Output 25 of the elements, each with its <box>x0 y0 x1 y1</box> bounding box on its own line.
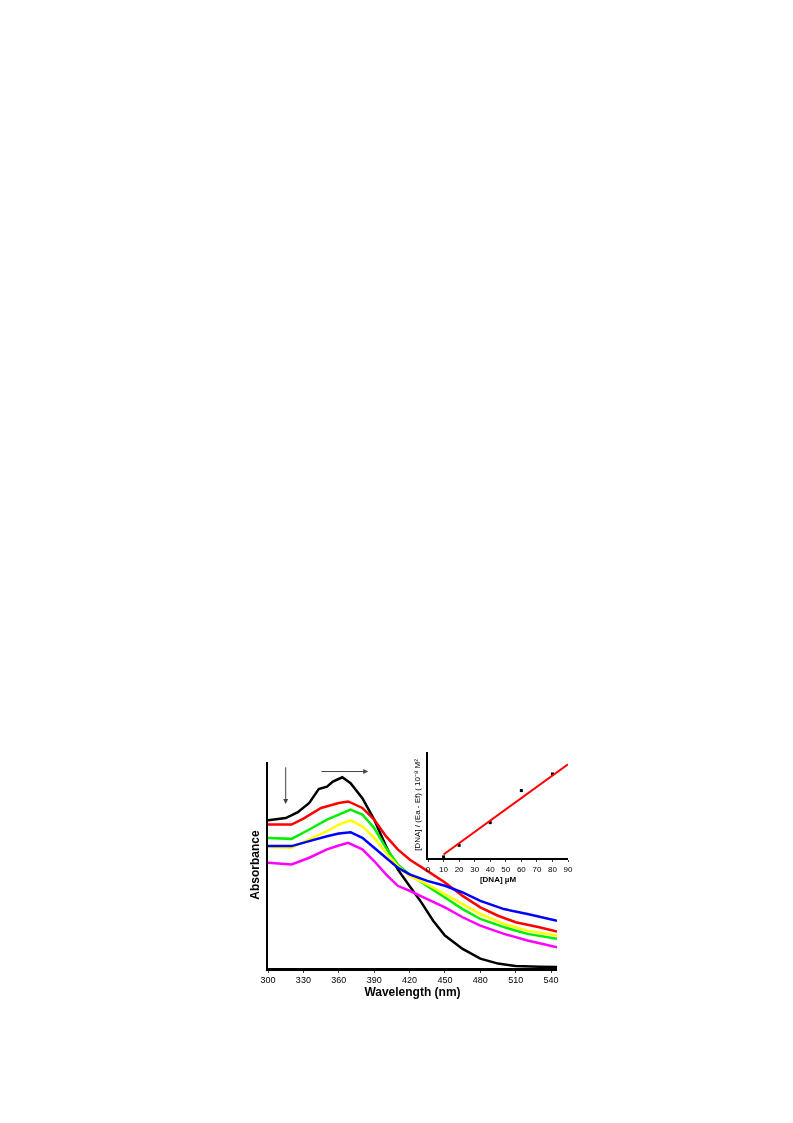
y-axis-title: Absorbance <box>247 830 262 900</box>
point <box>442 855 446 858</box>
x-tick-label: 70 <box>532 864 542 874</box>
x-tick-label: 450 <box>437 975 453 986</box>
x-axis-title: Wavelength (nm) <box>364 985 461 1000</box>
x-tick-label: 330 <box>295 975 311 986</box>
x-tick-label: 60 <box>516 864 527 874</box>
x-tick-label: 300 <box>260 975 276 986</box>
point <box>519 789 523 793</box>
y-axis-title: [DNA] / (Ea - Ef) ( 10⁻⁸ M² <box>413 758 423 851</box>
x-tick-label: 20 <box>454 864 465 874</box>
x-tick-label: 40 <box>485 864 496 874</box>
x-tick-label: 50 <box>501 864 511 874</box>
x-tick-label: 90 <box>563 864 573 874</box>
x-tick-label: 30 <box>470 864 480 874</box>
x-tick-label: 360 <box>331 975 347 986</box>
x-tick-label: 480 <box>472 975 488 986</box>
x-axis-title: [DNA] µM <box>479 875 517 885</box>
x-tick-label: 540 <box>543 975 559 986</box>
x-tick-label: 390 <box>366 975 382 986</box>
x-tick-label: 0 <box>425 864 431 874</box>
x-tick-label: 10 <box>439 864 449 874</box>
x-tick-label: 420 <box>402 975 418 986</box>
x-tick-label: 80 <box>547 864 558 874</box>
x-tick-label: 510 <box>508 975 524 986</box>
